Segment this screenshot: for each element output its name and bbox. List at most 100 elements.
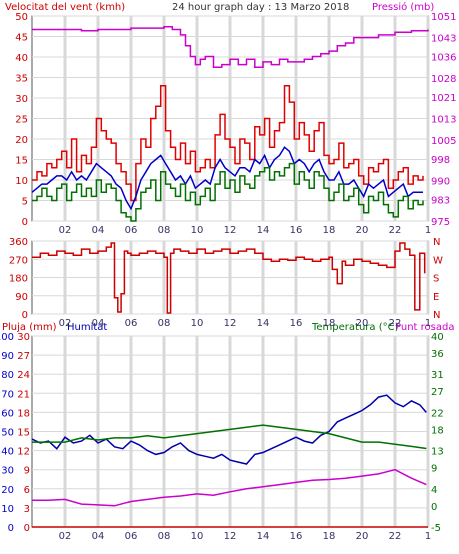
pressure-axis-label: Pressió (mb) (372, 1, 434, 13)
temperature-tick-label: 40 (431, 332, 444, 343)
wind-axis-label: Velocitat del vent (kmh) (5, 2, 125, 13)
rain-tick-label: 9 (24, 466, 30, 477)
x-tick-label: 18 (323, 531, 336, 542)
wind-tick-label: 5 (22, 197, 28, 208)
x-tick-label: 06 (125, 531, 138, 542)
x-tick-label: 22 (389, 225, 402, 236)
humidity-tick-label: 90 (1, 351, 14, 362)
direction-tick-label: 270 (9, 255, 28, 266)
humidity-tick-label: 0 (8, 523, 14, 534)
x-tick-label: 08 (158, 531, 171, 542)
humidity-tick-label: 10 (1, 504, 14, 515)
chart-panels: 02 04 06 08 10 12 14 16 18 20 22 105101520253035404… (0, 12, 456, 542)
compass-label: W (433, 255, 443, 266)
temperature-tick-label: -5 (431, 523, 441, 534)
x-tick-label: 18 (323, 318, 336, 329)
rain-tick-label: 27 (17, 351, 30, 362)
pressure-tick-label: 1036 (431, 52, 456, 63)
x-tick-label: 16 (290, 225, 303, 236)
wind-tick-label: 35 (15, 74, 28, 85)
wind-tick-label: 50 (15, 12, 28, 23)
direction-tick-label: 180 (9, 274, 28, 285)
x-tick-label: 08 (158, 318, 171, 329)
rain-tick-label: 3 (24, 504, 30, 515)
humidity-tick-label: 60 (1, 408, 14, 419)
x-tick-label: 10 (191, 318, 204, 329)
rain-tick-label: 15 (17, 428, 30, 439)
series-wind_gust (32, 84, 424, 202)
compass-label: N (433, 310, 440, 321)
pressure-tick-label: 990 (431, 177, 450, 188)
compass-label: N (433, 237, 440, 248)
temperature-tick-label: 22 (431, 408, 444, 419)
x-tick-label: 14 (257, 225, 270, 236)
temperature-tick-label: 4 (431, 485, 437, 496)
temperature-tick-label: 13 (431, 447, 444, 458)
series-temperature (32, 424, 427, 450)
rain-tick-label: 24 (17, 370, 30, 381)
series-dew_point (32, 468, 427, 507)
panel-1: 02 04 06 08 10 12 14 16 18 20 22 105101520253035404… (15, 12, 456, 236)
pressure-tick-label: 983 (431, 195, 450, 206)
temperature-tick-label: 27 (431, 387, 444, 398)
temperature-tick-label: 31 (431, 370, 444, 381)
x-tick-label: 06 (125, 225, 138, 236)
pressure-tick-label: 1005 (431, 136, 456, 147)
x-tick-label: 10 (191, 225, 204, 236)
x-tick-label: 08 (158, 225, 171, 236)
x-tick-label: 14 (257, 531, 270, 542)
x-tick-label: 22 (389, 318, 402, 329)
pressure-tick-label: 998 (431, 155, 450, 166)
rain-tick-label: 6 (24, 485, 30, 496)
humidity-tick-label: 80 (1, 370, 14, 381)
x-tick-label: 18 (323, 225, 336, 236)
pressure-tick-label: 1043 (431, 34, 456, 45)
humidity-tick-label: 100 (0, 332, 14, 343)
temperature-tick-label: 0 (431, 502, 437, 513)
x-tick-label: 14 (257, 318, 270, 329)
x-tick-label: 06 (125, 318, 138, 329)
temperature-tick-label: 36 (431, 349, 444, 360)
temperature-tick-label: 9 (431, 464, 437, 475)
rain-tick-label: 12 (17, 447, 30, 458)
x-tick-label: 20 (356, 225, 369, 236)
humidity-tick-label: 40 (1, 447, 14, 458)
x-tick-label: 16 (290, 531, 303, 542)
rain-tick-label: 18 (17, 408, 30, 419)
x-tick-label: 04 (92, 531, 105, 542)
pressure-tick-label: 1021 (431, 93, 456, 104)
x-tick-label: 1 (425, 225, 431, 236)
wind-tick-label: 15 (15, 156, 28, 167)
wind-tick-label: 0 (22, 217, 28, 228)
direction-tick-label: 0 (22, 310, 28, 321)
pressure-tick-label: 975 (431, 217, 450, 228)
humidity-tick-label: 50 (1, 428, 14, 439)
pressure-tick-label: 1051 (431, 12, 456, 23)
compass-label: S (433, 274, 439, 285)
x-tick-label: 12 (224, 318, 237, 329)
x-tick-label: 02 (59, 225, 72, 236)
temperature-axis-label: Temperatura (°C) (311, 322, 399, 333)
x-tick-label: 02 (59, 531, 72, 542)
x-tick-label: 20 (356, 531, 369, 542)
rain-axis-label: Pluja (mm) (2, 322, 57, 333)
rain-tick-label: 30 (17, 332, 30, 343)
chart-title: 24 hour graph day : 13 Marzo 2018 (172, 2, 349, 13)
direction-tick-label: 360 (9, 237, 28, 248)
x-tick-label: 10 (191, 531, 204, 542)
series-humidity (31, 394, 427, 465)
x-tick-label: 02 (59, 318, 72, 329)
x-tick-label: 1 (425, 318, 431, 329)
wind-tick-label: 10 (15, 176, 28, 187)
series-wind_avg (31, 146, 423, 211)
series-pressure (32, 26, 429, 69)
humidity-tick-label: 70 (1, 389, 14, 400)
x-tick-label: 12 (224, 531, 237, 542)
rain-tick-label: 0 (24, 523, 30, 534)
humidity-axis-label: Humitat (67, 322, 107, 333)
dew-point-axis-label: Punt rosada (395, 322, 454, 333)
x-tick-label: 16 (290, 318, 303, 329)
direction-tick-label: 90 (15, 292, 28, 303)
